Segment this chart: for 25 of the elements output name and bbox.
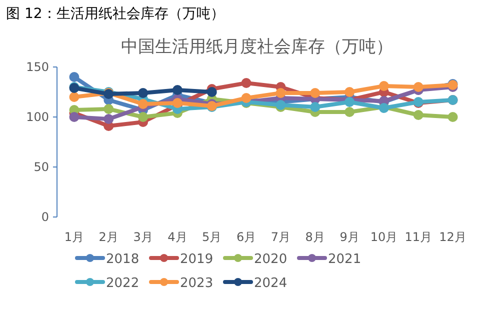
x-tick-label: 10月	[370, 230, 398, 244]
x-tick-label: 11月	[404, 230, 432, 244]
legend-label: 2020	[254, 252, 288, 267]
chart-title: 图 12：生活用纸社会库存（万吨）	[6, 6, 224, 22]
x-tick-label: 6月	[236, 230, 256, 244]
y-tick-label: 0	[41, 210, 49, 224]
x-tick-label: 8月	[305, 230, 325, 244]
y-tick-label: 50	[34, 160, 49, 174]
x-tick-label: 3月	[133, 230, 153, 244]
x-tick-label: 7月	[270, 230, 291, 244]
x-tick-label: 12月	[439, 230, 466, 244]
legend-label: 2018	[106, 252, 140, 267]
y-tick-label: 100	[26, 110, 49, 124]
x-tick-label: 2月	[98, 230, 118, 244]
x-tick-label: 1月	[64, 230, 84, 244]
chart-subtitle: 中国生活用纸月度社会库存（万吨）	[121, 37, 393, 57]
legend-label: 2019	[180, 252, 214, 267]
legend-label: 2021	[328, 252, 362, 267]
x-tick-label: 5月	[202, 230, 222, 244]
x-tick-label: 4月	[168, 230, 188, 244]
x-tick-label: 9月	[340, 230, 360, 244]
legend-label: 2022	[106, 276, 140, 291]
legend-label: 2023	[180, 276, 214, 291]
legend-label: 2024	[254, 276, 288, 291]
y-tick-label: 150	[26, 60, 49, 74]
